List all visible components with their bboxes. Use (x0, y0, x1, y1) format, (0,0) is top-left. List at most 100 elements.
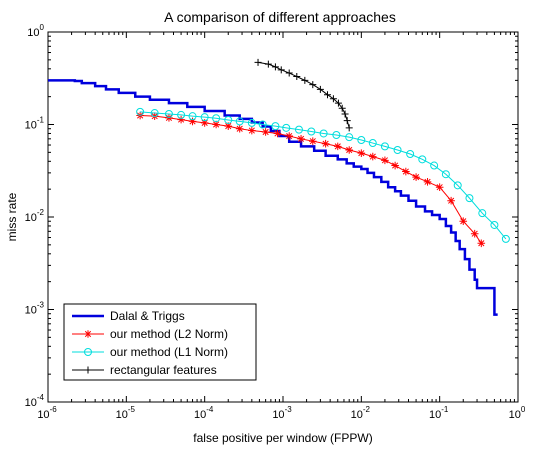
data-point (235, 117, 244, 126)
data-point (309, 81, 317, 89)
data-point (212, 120, 220, 129)
data-point (490, 220, 499, 229)
data-point (459, 217, 468, 226)
data-point (164, 109, 173, 118)
data-point (248, 126, 256, 135)
data-point (271, 122, 280, 131)
data-point (297, 135, 305, 143)
data-point (341, 110, 349, 118)
data-point (368, 139, 377, 148)
x-tick-label-exponent: -6 (50, 405, 58, 414)
x-tick-label: 10-2 (351, 405, 371, 421)
data-point (224, 122, 233, 130)
data-point (329, 95, 337, 103)
data-point (254, 58, 262, 66)
data-point (264, 60, 272, 68)
data-point (333, 142, 342, 151)
data-point (293, 73, 301, 81)
x-tick-label: 10-4 (194, 405, 214, 421)
data-point (324, 91, 332, 99)
y-tick-label-exponent: 0 (40, 23, 45, 32)
data-point (501, 234, 510, 243)
data-point (258, 120, 267, 129)
data-point (235, 124, 244, 133)
data-point (380, 142, 389, 151)
legend-marker (84, 366, 92, 374)
y-tick-label-base: 10 (25, 305, 37, 317)
x-tick-label-base: 10 (272, 409, 284, 421)
data-point (282, 123, 291, 132)
x-tick-label-base: 10 (37, 409, 49, 421)
x-tick-label-base: 10 (509, 409, 521, 421)
y-tick-label: 10-4 (25, 393, 45, 409)
plot-series (48, 58, 510, 316)
y-tick-label-base: 10 (25, 212, 37, 224)
x-tick-label-base: 10 (429, 409, 441, 421)
data-point (334, 99, 342, 107)
legend-label: our method (L1 Norm) (110, 345, 228, 359)
legend-label: rectangular features (110, 363, 217, 377)
y-tick-label: 100 (27, 23, 44, 39)
legend-marker (84, 348, 92, 356)
data-point (200, 113, 209, 122)
chart-title: A comparison of different approaches (164, 9, 396, 25)
data-point (261, 128, 270, 136)
data-point (247, 118, 256, 127)
data-point (368, 152, 377, 161)
data-point (285, 69, 293, 77)
data-point (177, 110, 186, 119)
data-point (188, 117, 197, 126)
y-tick-label-exponent: -1 (37, 116, 45, 125)
data-point (470, 229, 479, 238)
x-tick-label: 10-1 (429, 405, 449, 421)
y-tick-label-exponent: -4 (37, 393, 45, 402)
y-tick-label-base: 10 (25, 397, 37, 409)
data-point (188, 112, 197, 121)
data-point (271, 63, 279, 71)
x-tick-label-exponent: -5 (128, 405, 136, 414)
data-point (301, 76, 309, 84)
data-point (277, 66, 285, 74)
series-3 (136, 107, 510, 243)
legend-label: our method (L2 Norm) (110, 327, 228, 341)
x-tick-label-base: 10 (194, 409, 206, 421)
x-tick-label: 10-3 (272, 405, 292, 421)
data-point (402, 167, 410, 176)
y-tick-label: 10-2 (25, 208, 45, 224)
data-point (273, 129, 282, 138)
y-tick-label: 10-1 (25, 116, 45, 132)
data-point (357, 135, 366, 144)
x-tick-label: 100 (509, 405, 526, 421)
data-point (200, 119, 209, 127)
y-tick-label: 10-3 (25, 301, 45, 317)
x-tick-label-base: 10 (351, 409, 363, 421)
series-1 (48, 79, 498, 316)
data-point (308, 137, 317, 145)
data-point (338, 104, 346, 112)
data-point (285, 132, 294, 140)
data-point (345, 124, 353, 132)
data-point (321, 139, 330, 148)
data-point (393, 146, 402, 155)
data-point (332, 130, 341, 139)
data-point (423, 178, 432, 186)
series-line (48, 79, 498, 316)
data-point (150, 109, 159, 118)
legend-label: Dalal & Triggs (110, 309, 185, 323)
axis-ticks: 10-6 10-5 10-4 10-3 10-2 10-1 10010-410-310-21… (25, 23, 526, 421)
data-point (212, 114, 221, 123)
x-tick-label-exponent: -4 (206, 405, 214, 414)
x-tick-label-exponent: -2 (363, 405, 371, 414)
data-point (343, 117, 351, 125)
y-tick-label-base: 10 (25, 120, 37, 132)
data-point (316, 85, 324, 93)
x-tick-label-exponent: -3 (285, 405, 293, 414)
series-line (140, 111, 507, 240)
data-point (345, 146, 353, 154)
data-point (453, 181, 462, 190)
data-point (465, 194, 474, 203)
x-tick-label: 10-5 (116, 405, 136, 421)
x-tick-label-base: 10 (116, 409, 128, 421)
y-axis-label: miss rate (5, 192, 19, 241)
